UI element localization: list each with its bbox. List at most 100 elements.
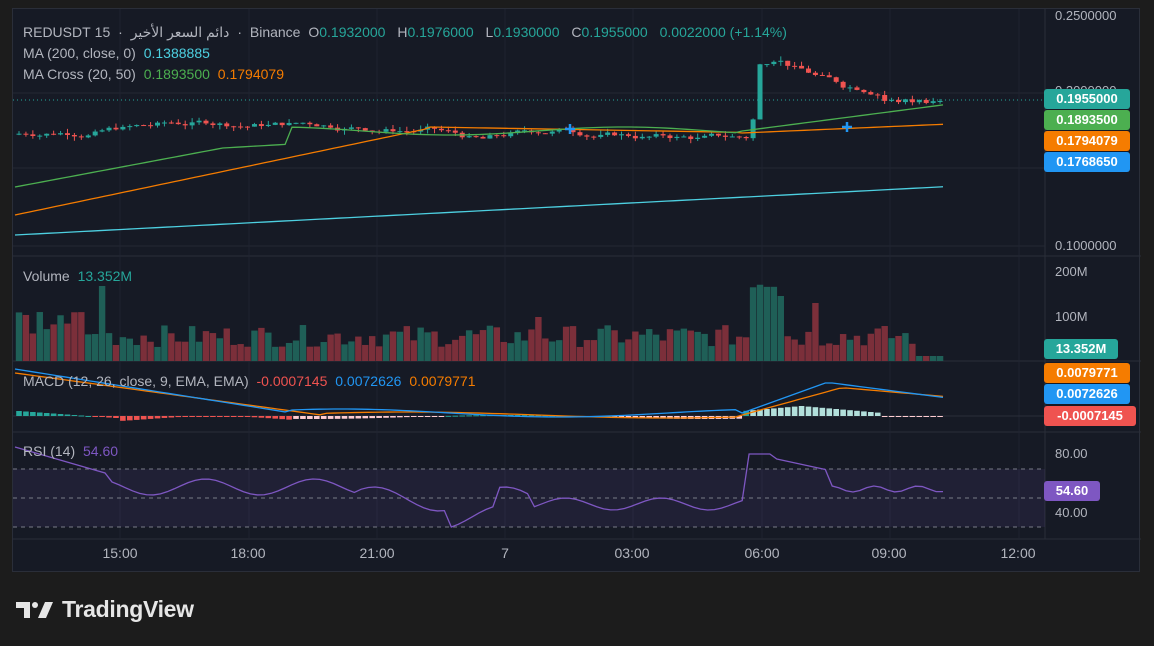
volume-bar [133,345,140,361]
ma200-legend[interactable]: MA (200, close, 0) 0.1388885 [23,45,214,62]
volume-bar [452,339,459,361]
volume-bar [71,312,78,361]
rsi-label: RSI (14) [23,443,76,459]
macd-histogram-bar [258,416,265,418]
macd-histogram-bar [798,406,805,416]
candle-body [757,64,763,120]
volume-bar [839,334,847,361]
volume-bar [57,315,64,361]
time-tick: 09:00 [871,545,907,561]
candle-body [480,136,486,139]
exchange-name: Binance [249,24,301,40]
macd-histogram-bar [854,410,860,416]
interval: 15 [94,24,111,40]
candle-body [570,129,576,133]
volume-bar [694,331,701,361]
ma-slow-badge: 0.1794079 [1044,131,1130,151]
chart-canvas[interactable] [13,9,1141,573]
volume-bar [320,342,327,361]
macd-histogram-bar [937,416,943,417]
macd-histogram-bar [217,416,223,417]
volume-bar [798,344,805,361]
candle-body [639,136,645,139]
volume-bar [881,326,888,361]
volume-bar [916,356,923,361]
candle-body [674,136,680,139]
volume-bar [272,346,279,361]
candle-body [764,64,770,66]
macd-histogram-bar [874,412,881,416]
macd-histogram-bar [133,416,140,420]
candle-body [916,99,922,103]
candle-body [826,75,832,78]
ma200-line [14,186,944,236]
candle-body [722,135,728,137]
candle-body [625,134,631,136]
volume-bar [722,325,729,361]
macd-histogram-bar [452,415,459,417]
candle-body [882,94,888,101]
time-tick: 03:00 [614,545,650,561]
time-tick: 18:00 [230,545,266,561]
volume-legend[interactable]: Volume 13.352M [23,268,136,285]
volume-bar [445,344,452,361]
ma200-value: 0.1388885 [143,45,210,61]
candle-body [258,124,264,127]
ma-cross-legend[interactable]: MA Cross (20, 50) 0.1893500 0.1794079 [23,66,288,83]
chart-panel[interactable] [12,8,1141,573]
volume-bar [583,340,591,361]
candle-body [833,77,839,82]
candle-body [646,136,652,138]
macd-histogram-bar [466,415,472,417]
macd-label: MACD (12, 26, close, 9, EMA, EMA) [23,373,249,389]
volume-bar [223,328,230,361]
macd-histogram-bar [50,413,57,416]
macd-histogram-bar [930,416,936,417]
macd-histogram-bar [424,416,431,417]
candle-body [632,135,638,139]
macd-histogram-bar [611,416,618,418]
volume-bar [493,327,501,361]
macd-histogram-bar [784,407,791,416]
volume-bar [562,326,570,361]
high-value: H0.1976000 [397,24,474,40]
volume-bar [237,344,244,361]
candle-body [785,60,791,66]
macd-histogram-bar [203,416,209,417]
volume-bar [64,323,71,361]
macd-histogram-bar [736,416,743,419]
candle-body [466,136,472,138]
volume-bar [909,343,916,361]
volume-tick: 200M [1055,264,1088,279]
volume-bar [182,341,189,361]
symbol-name[interactable]: REDUSDT [23,24,91,40]
volume-bar [715,329,722,361]
volume-bar [860,345,868,361]
candle-body [168,122,174,124]
volume-bar [708,346,715,361]
macd-histogram-bar [660,416,666,419]
candle-body [660,134,666,136]
candle-body [923,99,929,103]
volume-bar [500,341,507,361]
volume-tick: 100M [1055,309,1088,324]
volume-bar [313,346,320,361]
tradingview-logo[interactable]: TradingView [16,596,194,623]
candle-body [106,127,112,131]
rsi-legend[interactable]: RSI (14) 54.60 [23,443,122,460]
macd-histogram-bar [861,411,867,416]
candle-body [473,136,479,138]
volume-bar [535,317,542,361]
volume-bar [507,343,514,361]
volume-bar [50,324,57,361]
candle-body [64,133,70,136]
candle-body [279,122,285,126]
volume-bar [687,330,694,361]
time-tick: 06:00 [744,545,780,561]
volume-bar [348,341,355,361]
price-source: دائم السعر الأخير [130,24,230,40]
time-tick: 21:00 [359,545,395,561]
macd-legend[interactable]: MACD (12, 26, close, 9, EMA, EMA) -0.000… [23,373,480,390]
volume-bar [590,340,598,361]
candle-body [314,124,320,127]
